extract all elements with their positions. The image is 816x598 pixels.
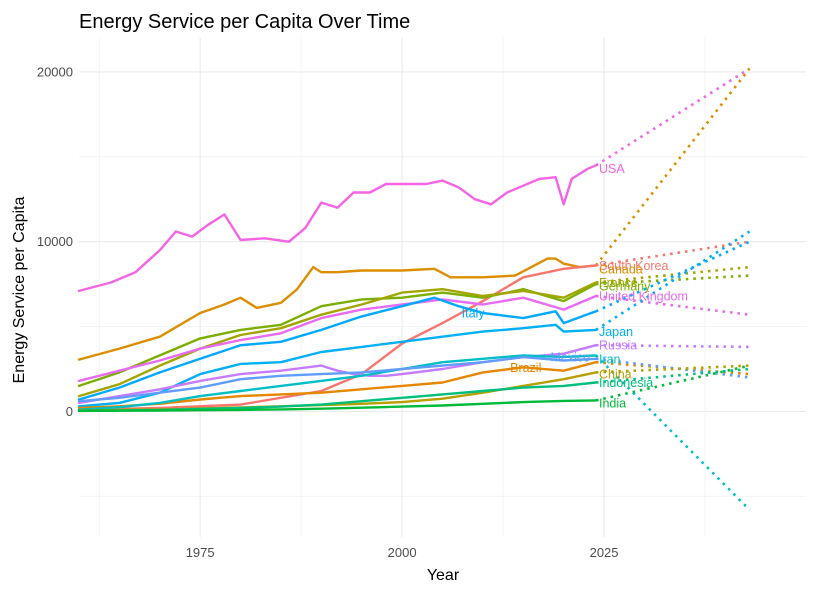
- series-label-canada: Canada: [599, 262, 643, 276]
- series-line-united-kingdom: [77, 294, 598, 383]
- series-line-south-korea: [77, 264, 598, 411]
- series-label-iran: Iran: [599, 352, 621, 366]
- series-label-mexico: Mexico: [551, 351, 591, 365]
- series-line-iran: [77, 354, 598, 411]
- series-line-canada: [77, 257, 598, 361]
- x-tick-label: 2000: [388, 545, 417, 560]
- series-line-mexico: [77, 355, 598, 403]
- series-label-usa: USA: [599, 162, 625, 176]
- series-line-usa: [77, 164, 598, 293]
- series-label-brazil: Brazil: [510, 361, 541, 375]
- projection-line-china: [595, 364, 750, 374]
- projection-line-japan: [595, 230, 751, 331]
- x-tick-label: 2025: [590, 545, 619, 560]
- projection-line-italy: [595, 240, 751, 313]
- x-axis-title: Year: [427, 567, 460, 584]
- projection-line-south-korea: [595, 240, 750, 267]
- series-line-india: [77, 399, 598, 413]
- series-line-italy: [77, 296, 598, 401]
- series-label-russia: Russia: [599, 339, 637, 353]
- chart-title: Energy Service per Capita Over Time: [79, 11, 410, 33]
- projection-line-indonesia: [595, 367, 750, 384]
- axis-ticks: 1975 2000 2025 0 10000 20000: [37, 64, 619, 560]
- series-label-indonesia: Indonesia: [599, 376, 653, 390]
- series-label-germany: Germany: [599, 279, 651, 293]
- series-label-united-kingdom: United Kingdom: [599, 289, 688, 303]
- series-lines: [77, 67, 751, 511]
- series-label-south-korea: South Korea: [599, 259, 669, 273]
- series-line-brazil: [77, 361, 598, 410]
- series-label-india: India: [599, 396, 626, 410]
- y-tick-label: 10000: [37, 234, 73, 249]
- series-label-japan: Japan: [599, 325, 633, 339]
- projection-line-usa: [595, 67, 751, 167]
- projection-line-iran: [595, 354, 751, 511]
- projection-line-russia: [595, 343, 750, 349]
- projection-line-france: [595, 265, 750, 284]
- series-labels: USA South KoreaCanadaFranceGermanyUnited …: [462, 162, 688, 410]
- series-label-france: France: [599, 276, 638, 290]
- y-axis-title: Energy Service per Capita: [11, 197, 28, 384]
- y-tick-label: 0: [66, 404, 73, 419]
- x-tick-label: 1975: [186, 545, 215, 560]
- series-line-france: [77, 281, 598, 398]
- y-tick-label: 20000: [37, 64, 73, 79]
- series-label-china: China: [599, 368, 632, 382]
- grid-lines: [79, 38, 806, 537]
- series-label-italy: Italy: [462, 306, 486, 320]
- projection-line-united-kingdom: [595, 294, 750, 316]
